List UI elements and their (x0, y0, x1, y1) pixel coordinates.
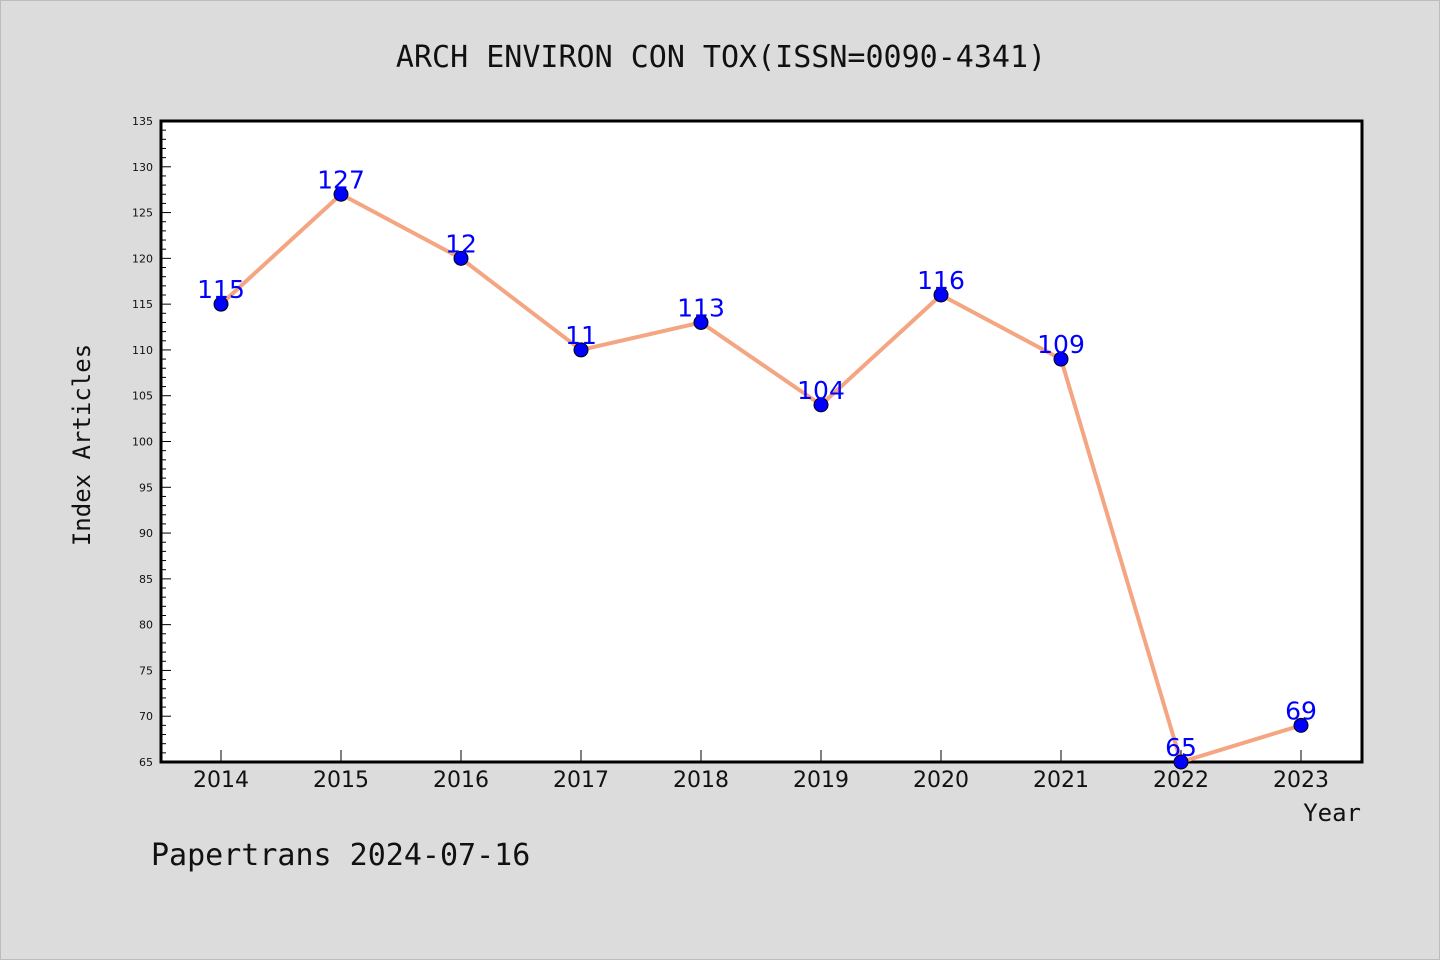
data-point (1053, 351, 1069, 367)
x-tick-label: 2023 (1273, 768, 1329, 793)
y-tick-label: 65 (139, 756, 153, 769)
y-tick-label: 85 (139, 573, 153, 586)
y-tick-label: 75 (139, 664, 153, 677)
x-tick-label: 2021 (1033, 768, 1089, 793)
plot-area (159, 119, 1364, 764)
data-label: 69 (1285, 696, 1317, 725)
x-tick-label: 2016 (433, 768, 489, 793)
x-tick-label: 2014 (193, 768, 249, 793)
data-labels: 115 127 12 11 113 104 116 109 65 69 (197, 165, 1317, 762)
x-tick-label: 2015 (313, 768, 369, 793)
data-point (1173, 754, 1189, 770)
data-label: 116 (917, 266, 965, 295)
y-tick-label: 90 (139, 527, 153, 540)
x-tick-label: 2022 (1153, 768, 1209, 793)
data-point (453, 250, 469, 266)
data-label: 104 (797, 376, 845, 405)
y-tick-label: 125 (132, 207, 153, 220)
data-point (213, 296, 229, 312)
x-tick-label: 2019 (793, 768, 849, 793)
data-label: 113 (677, 293, 725, 322)
data-label: 109 (1037, 330, 1085, 359)
chart-title: ARCH ENVIRON CON TOX(ISSN=0090-4341) (396, 40, 1046, 75)
y-tick-label: 95 (139, 481, 153, 494)
data-label: 65 (1165, 733, 1197, 762)
data-point (573, 342, 589, 358)
series-line-group (219, 192, 1302, 764)
y-tick-label: 135 (132, 115, 153, 128)
y-tick-label: 105 (132, 390, 153, 403)
x-tick-label: 2020 (913, 768, 969, 793)
data-point (1293, 717, 1309, 733)
y-axis-ticks: 65 70 75 80 85 90 95 100 105 110 115 120 125 130 135 (132, 115, 171, 769)
data-point (813, 397, 829, 413)
y-tick-label: 110 (132, 344, 153, 357)
series-line (219, 192, 1302, 764)
y-tick-label: 80 (139, 619, 153, 632)
x-tick-label: 2018 (673, 768, 729, 793)
footer-watermark: Papertrans 2024-07-16 (151, 838, 530, 873)
data-label: 12 (445, 229, 477, 258)
data-point (333, 186, 349, 202)
y-axis-label: Index Articles (68, 344, 96, 546)
data-label: 11 (565, 321, 597, 350)
data-points (213, 186, 1309, 770)
y-tick-label: 115 (132, 298, 153, 311)
y-tick-label: 100 (132, 436, 153, 449)
y-tick-label: 130 (132, 161, 153, 174)
x-axis-label: Year (1303, 799, 1361, 827)
y-tick-label: 70 (139, 710, 153, 723)
data-label: 115 (197, 275, 245, 304)
y-tick-label: 120 (132, 252, 153, 265)
data-point (933, 287, 949, 303)
x-axis-ticks: 2014 2015 2016 2017 2018 2019 2020 2021 2022 2023 (193, 750, 1329, 793)
x-tick-label: 2017 (553, 768, 609, 793)
data-label: 127 (317, 165, 365, 194)
data-point (693, 314, 709, 330)
